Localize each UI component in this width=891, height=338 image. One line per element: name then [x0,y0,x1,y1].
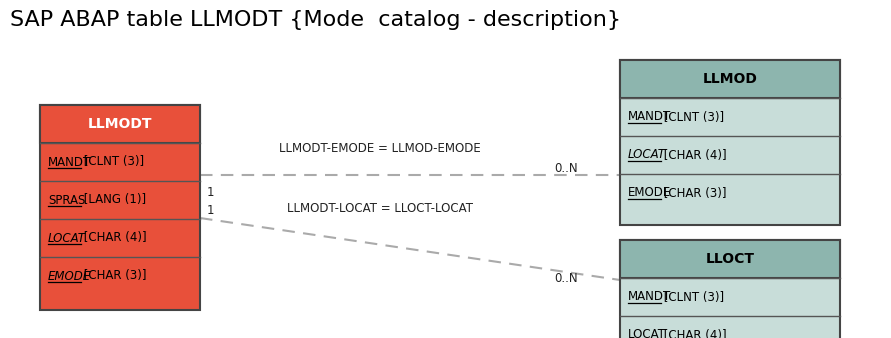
Text: [CHAR (4)]: [CHAR (4)] [660,148,727,162]
Text: [CHAR (3)]: [CHAR (3)] [80,269,147,283]
Text: LOCAT: LOCAT [628,329,666,338]
Text: EMODE: EMODE [48,269,91,283]
Text: LLMODT-LOCAT = LLOCT-LOCAT: LLMODT-LOCAT = LLOCT-LOCAT [287,202,473,215]
Text: 1: 1 [207,187,215,199]
Bar [620,60,840,225]
Text: 0..N: 0..N [554,162,578,174]
Bar [620,240,840,338]
Bar [40,105,200,143]
Text: MANDT: MANDT [628,290,671,304]
Text: SPRAS: SPRAS [48,193,86,207]
Bar [620,240,840,278]
Text: [CHAR (4)]: [CHAR (4)] [660,329,727,338]
Text: [CHAR (4)]: [CHAR (4)] [80,232,147,244]
Text: LLMODT-EMODE = LLMOD-EMODE: LLMODT-EMODE = LLMOD-EMODE [279,142,481,155]
Text: LOCAT: LOCAT [48,232,86,244]
Text: SAP ABAP table LLMODT {Mode  catalog - description}: SAP ABAP table LLMODT {Mode catalog - de… [10,10,621,30]
Bar [40,105,200,310]
Text: EMODE: EMODE [628,187,671,199]
Text: LLMODT: LLMODT [87,117,152,131]
Text: [CLNT (3)]: [CLNT (3)] [660,290,724,304]
Text: LOCAT: LOCAT [628,148,666,162]
Text: [LANG (1)]: [LANG (1)] [80,193,147,207]
Text: 0..N: 0..N [554,271,578,285]
Text: LLOCT: LLOCT [706,252,755,266]
Text: [CHAR (3)]: [CHAR (3)] [660,187,727,199]
Text: [CLNT (3)]: [CLNT (3)] [660,111,724,123]
Text: 1: 1 [207,203,215,217]
Text: MANDT: MANDT [628,111,671,123]
Bar [620,60,840,98]
Text: MANDT: MANDT [48,155,91,169]
Text: LLMOD: LLMOD [703,72,757,86]
Text: [CLNT (3)]: [CLNT (3)] [80,155,144,169]
